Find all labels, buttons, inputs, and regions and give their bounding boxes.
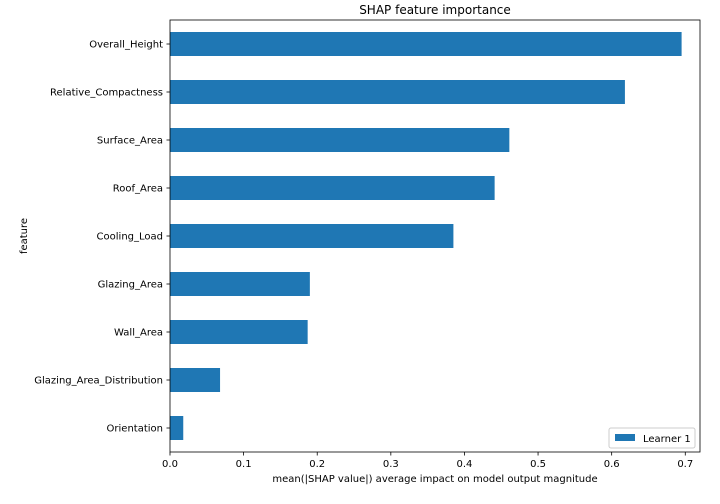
bars-group [170, 32, 682, 440]
y-axis-label: feature [19, 218, 30, 254]
y-tick-label: Overall_Height [89, 40, 163, 51]
y-tick-label: Orientation [107, 424, 163, 435]
y-tick-label: Glazing_Area_Distribution [34, 376, 163, 387]
x-axis-label: mean(|SHAP value|) average impact on mod… [272, 474, 597, 485]
y-tick-label: Surface_Area [97, 136, 163, 147]
bar-roof-area [170, 176, 495, 200]
x-tick-label: 0.1 [236, 459, 252, 470]
y-tick-label: Glazing_Area [98, 280, 163, 291]
bar-wall-area [170, 320, 308, 344]
x-tick-label: 0.6 [604, 459, 620, 470]
x-axis-ticks: 0.0 0.1 0.2 0.3 0.4 0.5 0.6 0.7 [162, 452, 693, 470]
bar-cooling-load [170, 224, 454, 248]
legend-label: Learner 1 [643, 434, 691, 445]
bar-orientation [170, 416, 184, 440]
bar-overall-height [170, 32, 682, 56]
y-tick-label: Wall_Area [114, 328, 163, 339]
bar-relative-compactness [170, 80, 625, 104]
bar-surface-area [170, 128, 510, 152]
legend-box [608, 427, 696, 449]
y-tick-label: Relative_Compactness [50, 88, 163, 99]
y-tick-label: Roof_Area [113, 184, 163, 195]
bar-glazing-area-distribution [170, 368, 221, 392]
x-tick-label: 0.3 [383, 459, 399, 470]
legend-swatch [615, 434, 635, 441]
x-tick-label: 0.2 [309, 459, 325, 470]
y-tick-label: Cooling_Load [97, 232, 163, 243]
x-tick-label: 0.7 [677, 459, 693, 470]
y-axis-ticks: Overall_Height Relative_Compactness Surfac… [34, 40, 170, 435]
x-tick-label: 0.0 [162, 459, 178, 470]
x-tick-label: 0.4 [456, 459, 472, 470]
legend: Learner 1 [608, 427, 696, 449]
x-tick-label: 0.5 [530, 459, 546, 470]
bar-glazing-area [170, 272, 310, 296]
plot-frame [169, 19, 701, 453]
chart-title: SHAP feature importance [359, 3, 511, 17]
